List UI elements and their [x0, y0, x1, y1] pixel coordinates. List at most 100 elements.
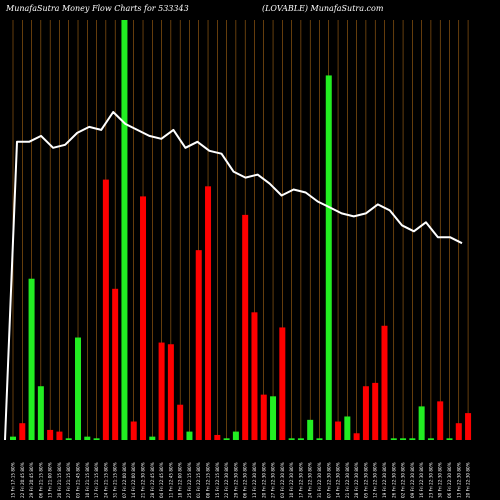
x-tick-label: 17 Fri 21:15 80% — [94, 462, 99, 498]
x-tick-label: 24 Fri 21:15 80% — [103, 462, 108, 498]
money-flow-bars — [10, 20, 472, 440]
x-tick-label: 15 Fri 17:15 80% — [11, 462, 16, 498]
money-flow-bar — [177, 404, 184, 440]
money-flow-bar — [362, 386, 369, 440]
money-flow-bar — [56, 431, 63, 440]
x-tick-label: 03 Fri 21:45 80% — [76, 462, 81, 498]
x-tick-label: 31 Fri 21:15 80% — [113, 462, 118, 498]
money-flow-bar — [335, 421, 342, 440]
x-tick-label: 07 Fri 22:00 80% — [122, 462, 127, 498]
x-tick-label: 30 Fri 22:30 80% — [438, 462, 443, 498]
money-flow-bar — [418, 406, 425, 440]
x-tick-label: 10 Fri 21:15 80% — [85, 462, 90, 498]
money-flow-bar — [121, 20, 128, 440]
price-line-group — [4, 111, 463, 441]
x-tick-label: 27 Fri 21:15 80% — [66, 462, 71, 498]
x-tick-label: 27 Fri 22:30 80% — [271, 462, 276, 498]
money-flow-bar — [242, 214, 249, 440]
x-tick-label: 10 Fri 22:30 80% — [289, 462, 294, 498]
x-tick-label: 14 Fri 22:00 80% — [131, 462, 136, 498]
money-flow-bar — [353, 433, 360, 440]
price-line — [4, 111, 463, 441]
x-tick-label: 29 Fri 20:45 80% — [29, 462, 34, 498]
money-flow-bar — [372, 382, 379, 440]
x-tick-label: 20 Fri 22:30 80% — [261, 462, 266, 498]
x-tick-label: 16 Fri 22:30 80% — [419, 462, 424, 498]
x-tick-label: 22 Fri 22:30 80% — [224, 462, 229, 498]
money-flow-bar — [28, 278, 35, 440]
money-flow-bar — [149, 436, 156, 440]
x-tick-label: 28 Fri 22:30 80% — [354, 462, 359, 498]
money-flow-bar — [19, 423, 26, 440]
chart-title-left: MunafaSutra Money Flow Charts for 533343 — [5, 4, 189, 13]
money-flow-bar — [10, 436, 16, 440]
x-tick-label: 08 Fri 22:15 80% — [206, 462, 211, 498]
money-flow-bar — [381, 325, 388, 440]
x-tick-label: 14 Fri 22:30 80% — [336, 462, 341, 498]
money-flow-bar — [167, 344, 174, 440]
money-flow-bar — [47, 429, 54, 440]
money-flow-bar — [84, 436, 91, 440]
money-flow-bar — [437, 401, 444, 440]
money-flow-bar — [75, 337, 82, 440]
x-tick-label: 21 Fri 22:30 80% — [345, 462, 350, 498]
money-flow-bar — [158, 342, 165, 440]
chart-title-right: (LOVABLE) MunafaSutra.com — [262, 4, 384, 13]
money-flow-bar — [400, 438, 407, 440]
money-flow-bar — [214, 434, 221, 440]
x-tick-label: 18 Fri 22:00 80% — [178, 462, 183, 498]
money-flow-bar — [288, 438, 295, 440]
money-flow-bar — [195, 250, 202, 440]
x-tick-label: 20 Fri 22:30 80% — [466, 462, 471, 498]
money-flow-bar — [112, 288, 119, 440]
money-flow-bar — [37, 386, 44, 440]
x-tick-label: 29 Fri 22:30 80% — [233, 462, 238, 498]
x-tick-label: 20 Fri 21:15 80% — [57, 462, 62, 498]
money-flow-bar — [140, 196, 147, 440]
money-flow-bar — [102, 179, 109, 440]
x-tick-label: 06 Fri 22:30 80% — [243, 462, 248, 498]
x-tick-label: 09 Fri 22:30 80% — [410, 462, 415, 498]
money-flow-bar — [325, 75, 332, 440]
money-flow-bar — [205, 186, 212, 440]
x-tick-label: 03 Fri 22:30 80% — [280, 462, 285, 498]
money-flow-bar — [297, 438, 304, 440]
x-tick-label: 17 Fri 22:30 80% — [298, 462, 303, 498]
money-flow-bar — [186, 431, 193, 440]
x-tick-label: 11 Fri 22:45 80% — [168, 462, 173, 498]
x-tick-label: 07 Fri 22:30 80% — [326, 462, 331, 498]
money-flow-bar — [223, 438, 230, 440]
money-flow-bar — [455, 423, 462, 440]
money-flow-bar — [427, 438, 434, 440]
money-flow-bar — [390, 438, 397, 440]
money-flow-bar — [446, 438, 453, 440]
x-tick-label: 15 Fri 22:15 80% — [215, 462, 220, 498]
money-flow-bar — [307, 419, 314, 440]
x-tick-label: 21 Fri 22:30 80% — [141, 462, 146, 498]
x-tick-label: 12 Fri 22:30 80% — [373, 462, 378, 498]
x-tick-label: 26 Fri 22:30 80% — [391, 462, 396, 498]
x-tick-label: 04 Fri 22:45 80% — [159, 462, 164, 498]
money-flow-bar — [465, 413, 472, 440]
x-tick-label: 22 Fri 20:45 80% — [20, 462, 25, 498]
money-flow-bar — [232, 431, 239, 440]
x-tick-label: 28 Fri 22:45 80% — [150, 462, 155, 498]
x-tick-label: 06 Fri 21:15 80% — [38, 462, 43, 498]
x-tick-label: 01 Fri 22:15 80% — [196, 462, 201, 498]
money-flow-bar — [270, 396, 277, 440]
x-tick-label: 19 Fri 22:30 80% — [382, 462, 387, 498]
x-tick-labels: 15 Fri 17:15 80% 22 Fri 20:45 80% 29 Fri 2… — [11, 462, 471, 498]
x-tick-label: 06 Fri 22:30 80% — [447, 462, 452, 498]
x-tick-label: 13 Fri 22:30 80% — [252, 462, 257, 498]
x-tick-label: 02 Fri 22:30 80% — [401, 462, 406, 498]
money-flow-bar — [279, 327, 286, 440]
money-flow-bar — [93, 438, 100, 440]
money-flow-bar — [65, 438, 72, 440]
money-flow-bar — [344, 416, 351, 440]
money-flow-bar — [130, 421, 137, 440]
x-tick-label: 13 Fri 22:30 80% — [456, 462, 461, 498]
money-flow-bar — [251, 312, 258, 440]
x-tick-label: 05 Fri 22:30 80% — [363, 462, 368, 498]
